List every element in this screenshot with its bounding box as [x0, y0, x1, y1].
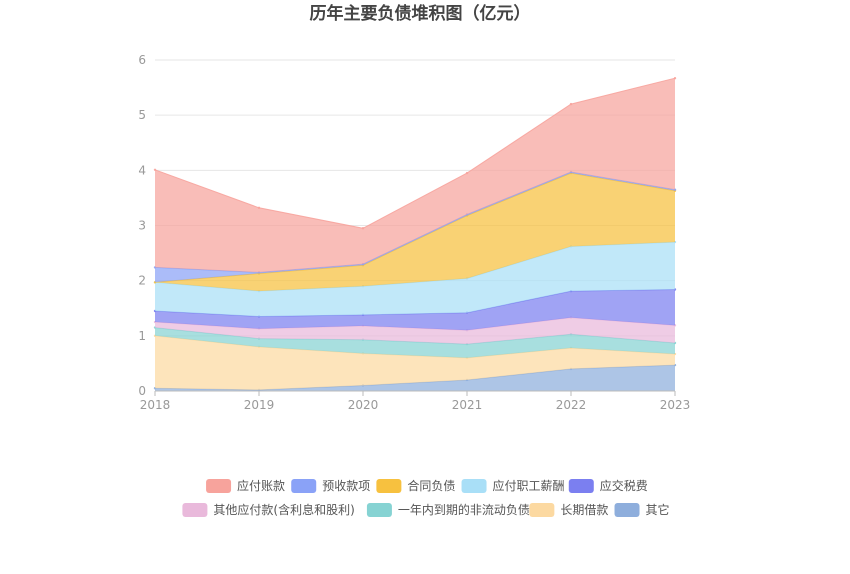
- legend-item[interactable]: 合同负债: [376, 478, 455, 493]
- data-point[interactable]: [361, 227, 365, 230]
- legend-label: 应交税费: [600, 478, 648, 493]
- legend-swatch: [614, 503, 640, 517]
- legend-item[interactable]: 其他应付款(含利息和股利): [182, 502, 355, 517]
- area-series-6[interactable]: [155, 173, 675, 292]
- x-tick-label: 2023: [660, 398, 691, 412]
- legend-label: 应付职工薪酬: [493, 478, 565, 493]
- data-point[interactable]: [465, 171, 469, 175]
- legend-swatch: [182, 503, 208, 517]
- area-series-8[interactable]: [155, 78, 675, 273]
- legend-item[interactable]: 预收款项: [291, 479, 370, 493]
- chart-title: 历年主要负债堆积图（亿元）: [310, 3, 531, 24]
- data-point[interactable]: [673, 77, 677, 80]
- y-tick-label: 6: [138, 53, 146, 67]
- legend-item[interactable]: 一年内到期的非流动负债: [366, 502, 530, 517]
- legend-item[interactable]: 应交税费: [568, 478, 648, 493]
- x-tick-label: 2022: [556, 398, 587, 412]
- legend-label: 一年内到期的非流动负债: [398, 502, 530, 517]
- legend-label: 其他应付款(含利息和股利): [213, 502, 354, 517]
- legend-item[interactable]: 应付账款: [206, 478, 285, 493]
- legend-swatch: [568, 479, 594, 493]
- y-tick-label: 4: [138, 163, 146, 177]
- legend-swatch: [529, 503, 555, 517]
- area-series-7[interactable]: [155, 172, 675, 283]
- x-tick-label: 2020: [348, 398, 379, 412]
- x-tick-label: 2018: [140, 398, 171, 412]
- data-point[interactable]: [257, 206, 261, 210]
- legend-swatch: [206, 479, 232, 493]
- legend-label: 其它: [646, 502, 670, 517]
- x-tick-label: 2019: [244, 398, 275, 412]
- legend-swatch: [291, 479, 317, 493]
- area-series-0[interactable]: [155, 365, 675, 391]
- area-series-5[interactable]: [155, 242, 675, 317]
- y-tick-label: 2: [138, 274, 146, 288]
- legend-item[interactable]: 长期借款: [529, 503, 608, 517]
- data-point[interactable]: [569, 102, 573, 106]
- area-series-1[interactable]: [155, 335, 675, 390]
- y-tick-label: 3: [138, 219, 146, 233]
- legend-label: 预收款项: [322, 479, 370, 493]
- data-point[interactable]: [153, 168, 157, 171]
- legend-item[interactable]: 其它: [614, 502, 670, 517]
- y-tick-label: 0: [138, 384, 146, 398]
- y-tick-label: 5: [138, 108, 146, 122]
- legend-label: 合同负债: [407, 478, 455, 493]
- legend-label: 长期借款: [560, 503, 608, 517]
- legend-swatch: [461, 479, 487, 493]
- legend-swatch: [376, 479, 402, 493]
- axis-layer: 0 1 2 3 4 5 6 2018 2019 2020 2021 2022 2023: [138, 53, 690, 412]
- legend-swatch: [366, 503, 392, 517]
- y-tick-label: 1: [138, 329, 146, 343]
- area-series-2[interactable]: [155, 327, 675, 358]
- area-layer: [153, 77, 677, 392]
- area-series-3[interactable]: [155, 317, 675, 345]
- area-series-4[interactable]: [155, 289, 675, 331]
- area-series-edge-8: [154, 77, 676, 229]
- x-tick-label: 2021: [452, 398, 483, 412]
- legend-item[interactable]: 应付职工薪酬: [461, 478, 565, 493]
- legend-label: 应付账款: [237, 478, 285, 493]
